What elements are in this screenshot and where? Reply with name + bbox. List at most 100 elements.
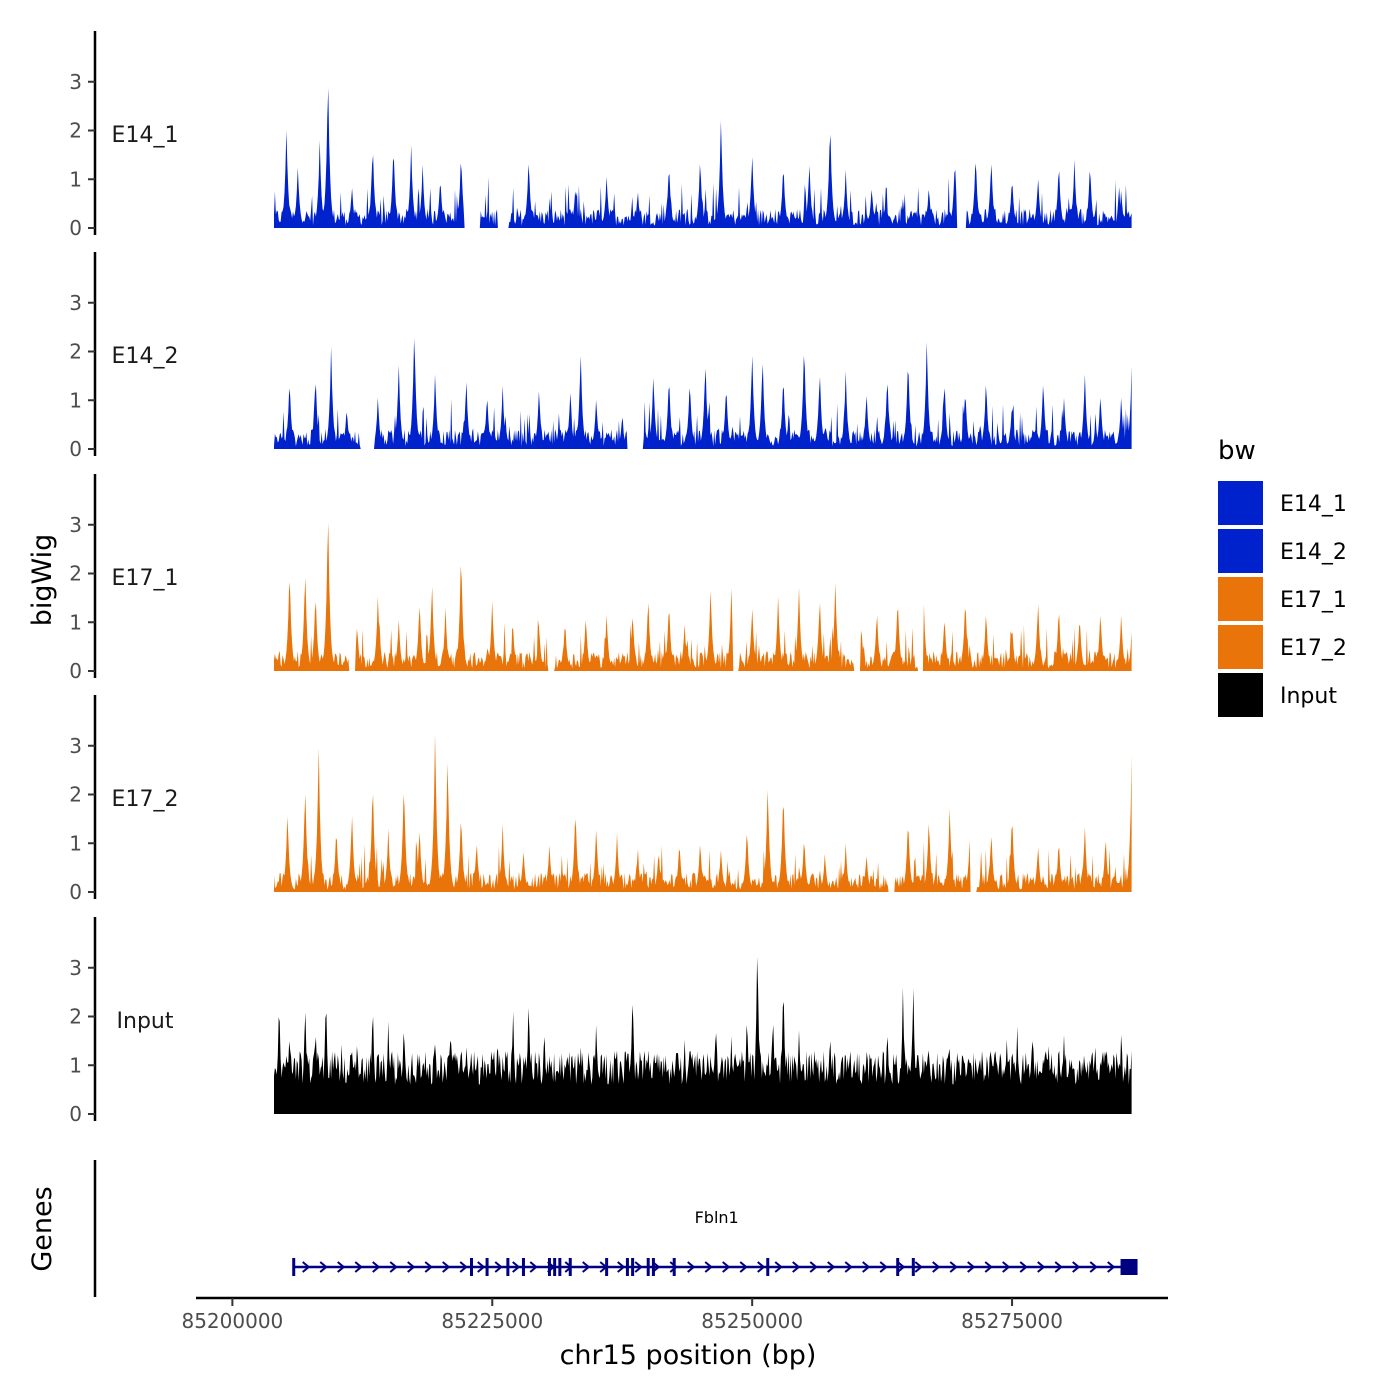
gene-exon [672, 1258, 676, 1276]
strand-arrow [512, 1261, 521, 1273]
y-tick-label: 3 [69, 513, 82, 537]
strand-arrow [582, 1261, 591, 1273]
y-tick-label: 1 [69, 167, 82, 191]
strand-arrow [967, 1261, 976, 1273]
legend-label-E14_1: E14_1 [1280, 492, 1347, 517]
y-tick-label: 2 [69, 562, 82, 586]
y-tick-label: 0 [69, 216, 82, 240]
gene-exon [896, 1258, 900, 1276]
y-tick-label: 3 [69, 734, 82, 758]
signal-area-Input [274, 957, 1132, 1114]
strand-arrow [739, 1261, 748, 1273]
track-label: E14_1 [112, 123, 179, 148]
legend-title: bw [1218, 436, 1256, 466]
strand-arrow [687, 1261, 696, 1273]
legend-swatch-Input [1218, 673, 1263, 717]
gene-name: Fbln1 [695, 1208, 739, 1227]
strand-arrow [914, 1261, 923, 1273]
legend-label-E17_1: E17_1 [1280, 588, 1347, 613]
strand-arrow [1054, 1261, 1063, 1273]
gene-exon [558, 1258, 562, 1276]
y-tick-label: 3 [69, 291, 82, 315]
y-tick-label: 1 [69, 1053, 82, 1077]
signal-area-E14_1 [274, 88, 1132, 228]
strand-arrow [1072, 1261, 1081, 1273]
strand-arrow [337, 1261, 346, 1273]
legend-swatch-E17_2 [1218, 625, 1263, 669]
gene-exon [766, 1258, 770, 1276]
strand-arrow [477, 1261, 486, 1273]
track-label: E17_2 [112, 787, 179, 812]
y-tick-label: 0 [69, 880, 82, 904]
gene-exon [547, 1258, 551, 1276]
gene-exon [631, 1258, 635, 1276]
strand-arrow [862, 1261, 871, 1273]
gene-exon [506, 1258, 510, 1276]
track-Input: 0 1 2 3 Input [69, 917, 1132, 1126]
strand-arrow [1089, 1261, 1098, 1273]
track-E17_2: 0 1 2 3 E17_2 [69, 695, 1132, 904]
strand-arrow [372, 1261, 381, 1273]
gene-exon [521, 1258, 525, 1276]
strand-arrow [984, 1261, 993, 1273]
gene-exon [646, 1258, 650, 1276]
y-tick-label: 2 [69, 1005, 82, 1029]
track-label: E17_1 [112, 566, 179, 591]
strand-arrow [389, 1261, 398, 1273]
strand-arrow [722, 1261, 731, 1273]
strand-arrow [844, 1261, 853, 1273]
strand-arrow [827, 1261, 836, 1273]
strand-arrow [407, 1261, 416, 1273]
legend-label-Input: Input [1280, 684, 1337, 709]
legend: bw E14_1 E14_2 E17_1 E17_2 Input [1218, 436, 1347, 717]
gene-exon [292, 1258, 296, 1276]
track-E17_1: 0 1 2 3 E17_1 [69, 474, 1132, 683]
gene-exon [485, 1258, 489, 1276]
legend-swatch-E17_1 [1218, 577, 1263, 621]
strand-arrow [1019, 1261, 1028, 1273]
strand-arrow [949, 1261, 958, 1273]
track-label: Input [117, 1009, 174, 1034]
strand-arrow [459, 1261, 468, 1273]
strand-arrow [494, 1261, 503, 1273]
signal-area-E17_1 [274, 522, 1132, 671]
strand-arrow [354, 1261, 363, 1273]
y-axis-title: bigWig [27, 534, 58, 627]
y-tick-label: 1 [69, 610, 82, 634]
strand-arrow [774, 1261, 783, 1273]
gene-exon [625, 1258, 629, 1276]
gene-exon [568, 1258, 572, 1276]
strand-arrow [879, 1261, 888, 1273]
strand-arrow [302, 1261, 311, 1273]
track-E14_2: 0 1 2 3 E14_2 [69, 252, 1132, 461]
strand-arrow [529, 1261, 538, 1273]
x-tick-label: 85225000 [441, 1309, 543, 1333]
legend-label-E14_2: E14_2 [1280, 540, 1347, 565]
x-tick-label: 85200000 [181, 1309, 283, 1333]
strand-arrow [442, 1261, 451, 1273]
y-tick-label: 3 [69, 70, 82, 94]
strand-arrow [617, 1261, 626, 1273]
strand-arrow [1107, 1261, 1116, 1273]
gene-exon [553, 1258, 557, 1276]
strand-arrow [424, 1261, 433, 1273]
x-axis-title: chr15 position (bp) [560, 1340, 817, 1371]
strand-arrow [932, 1261, 941, 1273]
y-tick-label: 0 [69, 437, 82, 461]
y-tick-label: 1 [69, 831, 82, 855]
y-tick-label: 2 [69, 119, 82, 143]
strand-arrow [792, 1261, 801, 1273]
x-tick-label: 85275000 [961, 1309, 1063, 1333]
y-tick-label: 2 [69, 783, 82, 807]
track-label: E14_2 [112, 344, 179, 369]
gene-exon [911, 1258, 915, 1276]
y-tick-label: 1 [69, 388, 82, 412]
strand-arrow [669, 1261, 678, 1273]
legend-swatch-E14_2 [1218, 529, 1263, 573]
legend-label-E17_2: E17_2 [1280, 636, 1347, 661]
y-tick-label: 3 [69, 956, 82, 980]
gene-exon [1120, 1259, 1138, 1275]
strand-arrow [704, 1261, 713, 1273]
y-tick-label: 2 [69, 340, 82, 364]
